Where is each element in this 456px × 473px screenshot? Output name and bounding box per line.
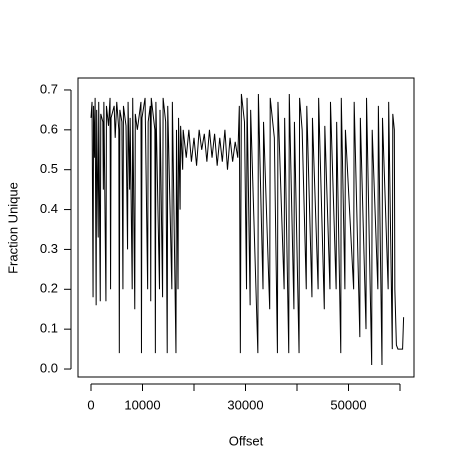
x-axis-label: Offset (229, 433, 264, 448)
y-tick-label: 0.2 (40, 281, 58, 296)
y-tick-label: 0.1 (40, 321, 58, 336)
y-tick-label: 0.7 (40, 81, 58, 96)
y-tick-label: 0.5 (40, 161, 58, 176)
plot-box (77, 77, 415, 378)
x-tick-label: 0 (87, 397, 94, 412)
y-tick-label: 0.3 (40, 241, 58, 256)
y-tick-label: 0.4 (40, 201, 58, 216)
x-tick-label: 30000 (227, 397, 263, 412)
y-tick-label: 0.6 (40, 121, 58, 136)
y-axis-label: Fraction Unique (5, 182, 20, 274)
x-tick-label: 10000 (124, 397, 160, 412)
x-tick-label: 50000 (330, 397, 366, 412)
y-tick-label: 0.0 (40, 360, 58, 375)
data-line (90, 93, 405, 366)
